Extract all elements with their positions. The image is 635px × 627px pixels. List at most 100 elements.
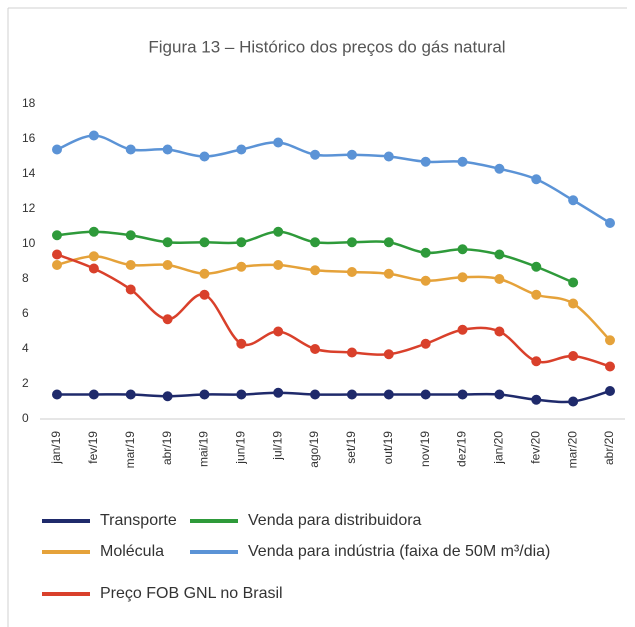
data-point (88, 263, 99, 274)
data-point (273, 326, 284, 337)
data-point (494, 326, 505, 337)
data-point (310, 149, 321, 160)
data-point (236, 261, 247, 272)
data-point (199, 289, 210, 300)
data-point (273, 226, 284, 237)
data-point (494, 249, 505, 260)
data-point (346, 389, 357, 400)
data-point (568, 396, 579, 407)
data-point (125, 284, 136, 295)
data-point (199, 268, 210, 279)
x-tick-label: out/19 (381, 431, 395, 465)
data-point (383, 151, 394, 162)
data-point (605, 335, 615, 346)
data-point (236, 389, 247, 400)
series-line (56, 389, 611, 404)
data-point (346, 237, 357, 248)
x-tick-label: mar/20 (565, 431, 579, 469)
data-point (568, 277, 579, 288)
data-point (531, 174, 542, 185)
data-point (605, 361, 615, 372)
data-point (531, 356, 542, 367)
x-tick-label: nov/19 (418, 431, 432, 467)
data-point (420, 247, 431, 258)
legend-label: Molécula (100, 543, 164, 560)
data-point (346, 347, 357, 358)
data-point (162, 144, 173, 155)
data-point (125, 260, 136, 270)
data-point (531, 289, 542, 300)
y-tick-label: 8 (22, 271, 29, 285)
series-line (56, 254, 611, 342)
data-point (162, 260, 173, 270)
x-tick-label: jul/19 (270, 431, 284, 461)
data-point (420, 338, 431, 349)
data-point (605, 386, 615, 396)
data-point (273, 137, 284, 148)
x-tick-label: fev/20 (528, 431, 542, 464)
chart-title: Figura 13 – Histórico dos preços do gás … (148, 37, 505, 56)
data-point (199, 237, 210, 248)
data-point (383, 237, 394, 248)
data-point (52, 230, 62, 241)
data-point (236, 144, 247, 155)
data-point (199, 151, 210, 162)
data-point (531, 261, 542, 272)
data-point (383, 349, 394, 360)
series-line (56, 134, 611, 225)
y-tick-label: 4 (22, 341, 29, 355)
data-point (88, 226, 99, 237)
data-point (457, 324, 468, 335)
data-point (494, 163, 505, 174)
x-tick-label: jun/19 (234, 431, 248, 465)
x-tick-label: ago/19 (307, 431, 321, 468)
data-point (568, 298, 579, 309)
data-point (346, 267, 357, 277)
data-point (88, 130, 99, 141)
data-point (494, 389, 505, 400)
data-point (162, 391, 173, 402)
data-point (310, 237, 321, 248)
data-point (531, 394, 542, 405)
x-tick-label: abr/19 (160, 431, 174, 465)
data-point (605, 218, 615, 228)
data-point (494, 274, 505, 284)
x-tick-label: set/19 (344, 431, 358, 464)
data-point (346, 149, 357, 160)
legend-label: Preço FOB GNL no Brasil (100, 585, 283, 602)
x-tick-label: mar/19 (123, 431, 137, 469)
series-line (56, 253, 611, 368)
data-point (457, 244, 468, 255)
x-tick-label: abr/20 (602, 431, 616, 465)
data-point (273, 387, 284, 398)
y-tick-label: 10 (22, 236, 36, 250)
data-point (457, 272, 468, 283)
x-tick-label: fev/19 (86, 431, 100, 464)
data-point (52, 144, 62, 155)
x-tick-label: jan/19 (49, 431, 63, 465)
data-point (420, 389, 431, 400)
data-point (199, 389, 210, 400)
y-tick-label: 6 (22, 306, 29, 320)
y-tick-label: 12 (22, 201, 36, 215)
data-point (383, 268, 394, 279)
data-point (52, 260, 62, 270)
data-point (568, 195, 579, 206)
data-point (457, 389, 468, 400)
data-point (125, 230, 136, 241)
data-point (125, 389, 136, 400)
x-tick-label: mai/19 (197, 431, 211, 467)
data-point (310, 265, 321, 276)
data-point (162, 237, 173, 248)
y-tick-label: 18 (22, 96, 36, 110)
data-point (420, 156, 431, 167)
x-tick-label: jan/20 (492, 431, 506, 465)
data-point (162, 314, 173, 325)
data-point (310, 344, 321, 354)
data-point (88, 389, 99, 400)
legend-label: Transporte (100, 512, 177, 529)
data-point (88, 251, 99, 262)
data-point (125, 144, 136, 155)
data-point (420, 275, 431, 286)
